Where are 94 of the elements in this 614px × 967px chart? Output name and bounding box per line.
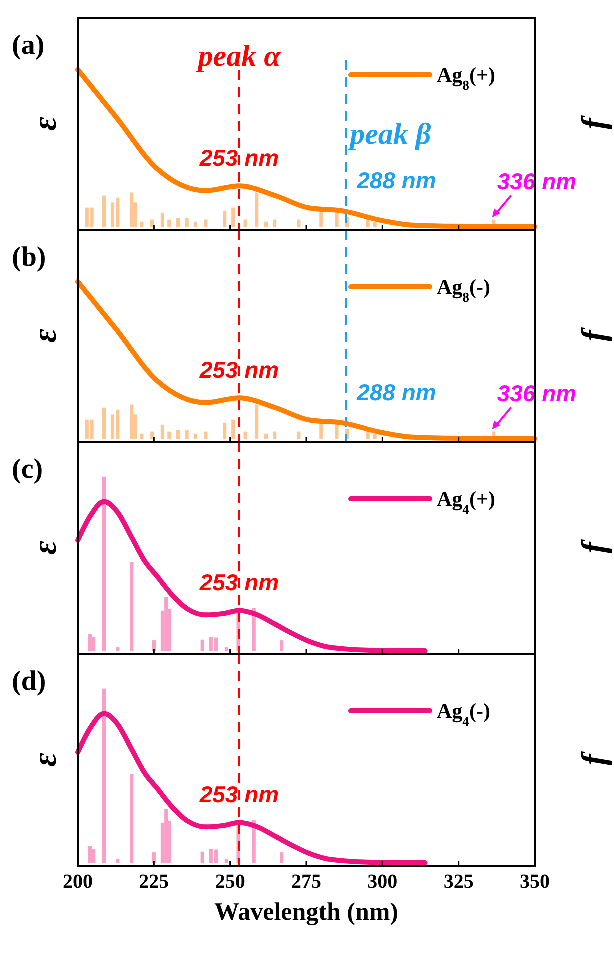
bar [130, 774, 134, 863]
x-axis-title: Wavelength (nm) [214, 899, 399, 926]
x-tick-label: 325 [444, 871, 474, 893]
bar [92, 849, 96, 863]
bar [223, 422, 227, 439]
legend-label: Ag$_{8}$(-) [437, 275, 490, 304]
bar [176, 218, 180, 227]
bar [264, 222, 268, 227]
bar [204, 432, 208, 439]
bar [200, 640, 204, 651]
y-axis-title: ε [27, 116, 64, 131]
bar [102, 196, 106, 227]
chart-title: (b) [12, 242, 46, 273]
annotation: 288 nm [356, 379, 436, 406]
bar [152, 640, 156, 651]
bar [273, 432, 277, 439]
bar [273, 220, 277, 227]
x-tick-label: 275 [292, 871, 322, 893]
annotation: 253 nm [198, 570, 280, 596]
annotation: 336 nm [497, 380, 577, 407]
ref-line-label: peak α [195, 40, 282, 73]
bar [204, 220, 208, 227]
bar [200, 852, 204, 863]
annotation: 253 nm [198, 357, 280, 384]
bar [224, 860, 228, 863]
x-tick-label: 350 [520, 871, 550, 893]
bar [255, 192, 259, 227]
bar [232, 208, 236, 227]
bar [194, 434, 198, 439]
x-tick-label: 200 [63, 871, 93, 893]
bar [320, 210, 324, 227]
annotation: 288 nm [356, 167, 436, 194]
bar [297, 220, 301, 227]
bar [116, 860, 120, 863]
bar [130, 404, 134, 439]
bar [168, 432, 172, 439]
bar [102, 408, 106, 439]
bar [176, 430, 180, 439]
bar [232, 420, 236, 439]
legend-label: Ag$_{4}$(+) [437, 487, 496, 516]
y-axis-title: ε [27, 328, 64, 343]
y2-axis-title: f [576, 114, 613, 130]
y-axis-title: ε [27, 752, 64, 767]
bar [92, 637, 96, 651]
bar [224, 648, 228, 651]
bar [150, 220, 154, 227]
bar [264, 434, 268, 439]
annotation: 253 nm [198, 145, 280, 172]
y-axis-title: ε [27, 540, 64, 555]
bar [160, 424, 164, 439]
bar [116, 648, 120, 651]
bar [244, 220, 248, 227]
bar [185, 430, 189, 439]
chart-title: (c) [12, 454, 44, 485]
bar [194, 222, 198, 227]
legend-label: Ag$_{4}$(-) [437, 699, 490, 728]
bar [88, 634, 92, 651]
x-tick-label: 300 [368, 871, 398, 893]
x-tick-label: 225 [139, 871, 170, 893]
legend-label: Ag$_{8}$(+) [437, 63, 496, 92]
bar [297, 432, 301, 439]
bar [280, 852, 284, 863]
bar [335, 424, 339, 439]
annotation: 253 nm [198, 782, 280, 808]
bar [255, 404, 259, 439]
chart-title: (d) [12, 666, 46, 697]
y2-axis-title: f [576, 326, 613, 342]
annotation: 336 nm [497, 168, 577, 195]
bar [102, 688, 106, 863]
bar [152, 852, 156, 863]
bar [160, 212, 164, 227]
bar [373, 434, 377, 439]
y2-axis-title: f [576, 750, 613, 766]
bar [280, 640, 284, 651]
bar [130, 192, 134, 227]
chart-title: (a) [12, 30, 45, 61]
bar [373, 222, 377, 227]
bar [164, 597, 168, 651]
bar [130, 562, 134, 651]
bar [168, 220, 172, 227]
ref-line-label: peak β [347, 118, 432, 151]
bar [140, 434, 144, 439]
x-tick-label: 250 [215, 871, 246, 893]
bar [164, 809, 168, 863]
bar [102, 476, 106, 651]
bar [223, 210, 227, 227]
bar [150, 432, 154, 439]
bar [244, 432, 248, 439]
bar [320, 422, 324, 439]
bar [88, 846, 92, 863]
bar [185, 218, 189, 227]
bar [335, 212, 339, 227]
bar [140, 222, 144, 227]
y2-axis-title: f [576, 538, 613, 554]
